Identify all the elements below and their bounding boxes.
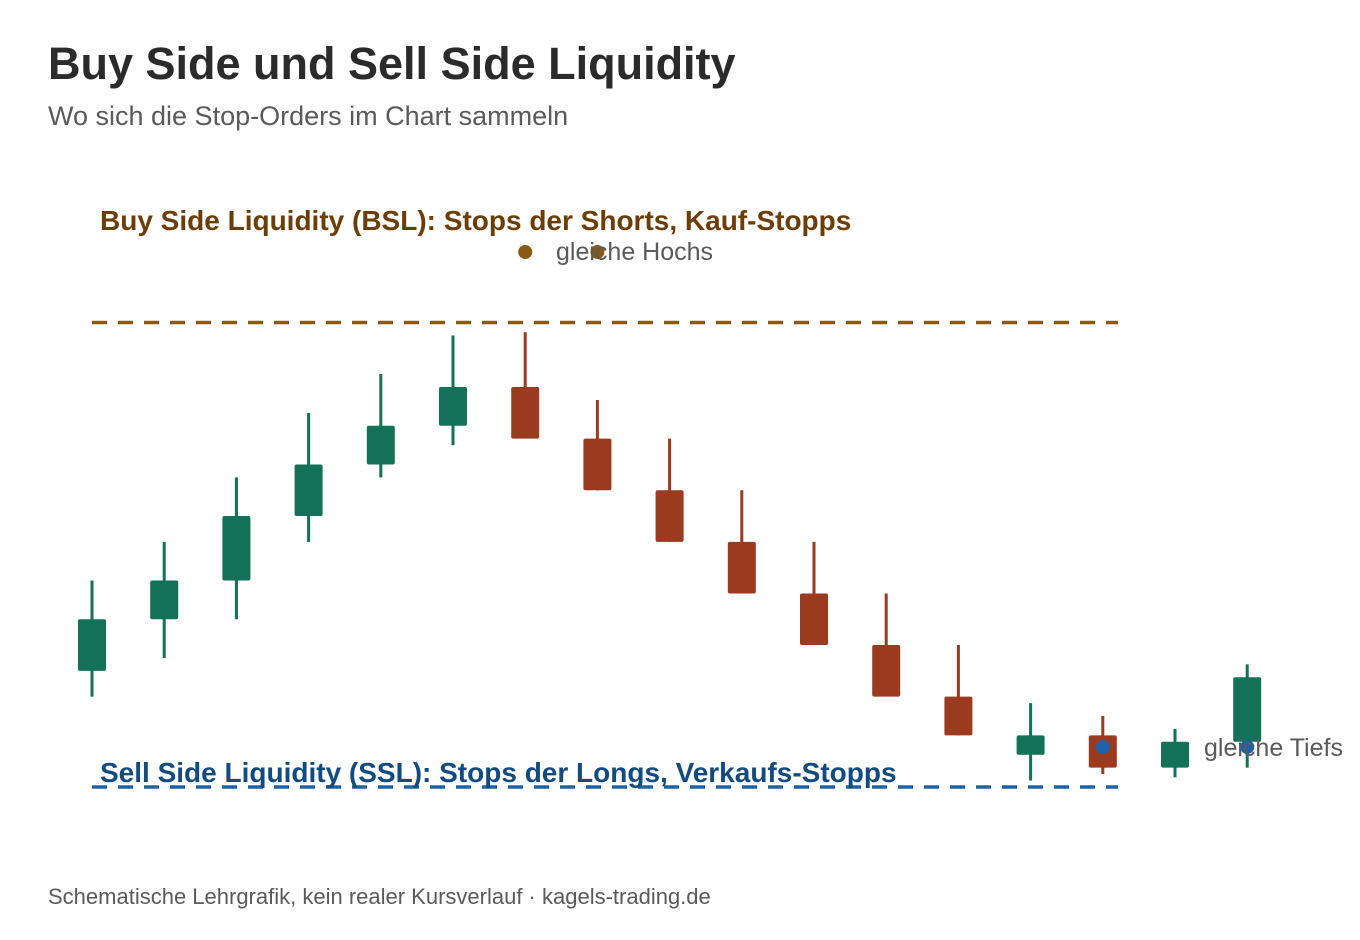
candle-13 [944, 645, 973, 736]
candle-body [583, 438, 612, 491]
candle-body [78, 619, 106, 671]
candle-body [800, 593, 828, 646]
ssl-label: Sell Side Liquidity (SSL): Stops der Lon… [100, 757, 897, 788]
candle-2 [150, 541, 179, 658]
candle-body [511, 387, 540, 439]
candles [78, 332, 1262, 781]
candle-body [150, 580, 179, 620]
equal-low-dot [1095, 740, 1110, 754]
candle-3 [222, 477, 251, 620]
equal-high-dot [518, 245, 533, 259]
candle-7 [511, 332, 540, 439]
equal-lows-label: gleiche Tiefs [1204, 734, 1343, 762]
candle-body [294, 464, 323, 517]
candle-6 [439, 335, 467, 446]
candle-12 [872, 593, 901, 697]
candle-10 [727, 490, 756, 594]
equal-highs-label: gleiche Hochs [556, 238, 713, 266]
footer-note: Schematische Lehrgrafik, kein realer Kur… [48, 884, 711, 909]
candle-11 [800, 541, 828, 646]
candle-body [1233, 677, 1262, 742]
candle-body [655, 490, 684, 542]
candle-9 [655, 438, 684, 542]
candle-4 [294, 412, 323, 542]
candle-8 [583, 399, 612, 491]
equal-level-markers [518, 245, 1255, 754]
candle-body [944, 696, 973, 736]
equal-high-dot [590, 245, 605, 259]
bsl-label: Buy Side Liquidity (BSL): Stops der Shor… [100, 205, 851, 236]
candle-body [1016, 735, 1045, 755]
chart-subtitle: Wo sich die Stop-Orders im Chart sammeln [48, 101, 569, 131]
candle-16 [1161, 728, 1189, 778]
liquidity-levels [92, 320, 1118, 789]
equal-low-dot [1240, 740, 1255, 754]
candle-body [872, 645, 901, 697]
candle-body [366, 425, 395, 465]
chart-title: Buy Side und Sell Side Liquidity [48, 38, 736, 89]
candle-5 [366, 374, 395, 478]
candle-body [727, 541, 756, 594]
candle-body [222, 516, 251, 581]
candle-1 [78, 580, 106, 697]
candle-body [1161, 741, 1189, 768]
candle-14 [1016, 703, 1045, 781]
candle-body [439, 387, 467, 426]
